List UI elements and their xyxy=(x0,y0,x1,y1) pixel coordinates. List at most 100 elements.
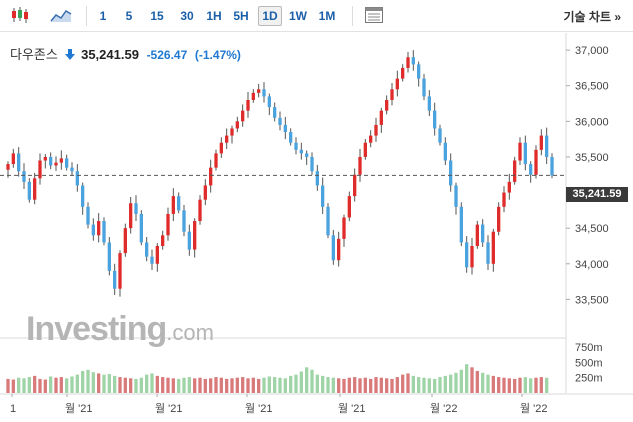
volume-bar xyxy=(406,373,410,393)
volume-bar xyxy=(385,378,389,393)
candle-up xyxy=(406,57,410,68)
volume-bar xyxy=(134,378,138,393)
volume-bar xyxy=(433,378,437,393)
candle-up xyxy=(390,89,394,100)
timeframe-15min[interactable]: 15 xyxy=(150,9,164,23)
candle-down xyxy=(465,242,469,268)
logo-wordmark: Investing xyxy=(26,310,167,348)
volume-bar xyxy=(294,374,298,393)
candle-up xyxy=(161,235,165,246)
area-chart-icon[interactable] xyxy=(50,6,72,24)
volume-bar xyxy=(347,377,351,393)
candle-down xyxy=(326,206,330,236)
last-price: 35,241.59 xyxy=(81,47,139,62)
candle-up xyxy=(129,203,133,229)
timeframe-1h[interactable]: 1H xyxy=(206,9,222,23)
volume-bar xyxy=(38,378,42,393)
volume-bar xyxy=(182,377,186,393)
timeframe-5min[interactable]: 5 xyxy=(125,9,133,23)
toolbar-divider xyxy=(352,6,353,26)
timeframe-1min[interactable]: 1 xyxy=(99,9,107,23)
volume-bar xyxy=(534,377,538,393)
timeframe-1d[interactable]: 1D xyxy=(258,6,282,26)
candle-up xyxy=(193,221,197,250)
technical-chart-link[interactable]: 기술 차트 » xyxy=(563,10,621,24)
candle-up xyxy=(374,124,378,136)
volume-bar xyxy=(123,377,127,393)
volume-bar xyxy=(459,369,463,393)
x-tick-label: 1 xyxy=(10,403,16,415)
candle-up xyxy=(209,167,213,186)
candle-down xyxy=(81,185,85,207)
candle-down xyxy=(449,160,453,186)
candle-up xyxy=(203,185,207,200)
candle-down xyxy=(273,107,277,118)
volume-bar xyxy=(155,375,159,393)
volume-bar xyxy=(379,377,383,393)
y-tick-label: 33,500 xyxy=(575,294,609,306)
candle-down xyxy=(417,64,421,79)
volume-bar xyxy=(491,375,495,393)
volume-bar xyxy=(449,374,453,393)
timeframe-1w[interactable]: 1W xyxy=(289,9,307,23)
candle-up xyxy=(155,245,159,264)
volume-bar xyxy=(454,372,458,393)
volume-bar xyxy=(513,378,517,393)
volume-bar xyxy=(523,377,527,393)
volume-bar xyxy=(139,377,143,393)
price-chart[interactable]: 37,00036,50036,00035,50035,00034,50034,0… xyxy=(0,33,633,422)
volume-bar xyxy=(427,378,431,393)
candle-up xyxy=(358,156,362,175)
volume-bar xyxy=(363,377,367,393)
volume-bar xyxy=(470,367,474,393)
candle-up xyxy=(507,181,511,193)
candle-up xyxy=(11,153,15,165)
volume-bar xyxy=(374,377,378,393)
candle-up xyxy=(257,89,261,93)
timeframe-5h[interactable]: 5H xyxy=(233,9,249,23)
candle-down xyxy=(187,231,191,250)
candle-up xyxy=(6,164,10,170)
candle-up xyxy=(363,142,367,157)
table-view-icon[interactable] xyxy=(364,6,384,24)
candle-up xyxy=(235,121,239,129)
toolbar-divider xyxy=(86,6,87,26)
volume-bar xyxy=(246,378,250,393)
x-tick-label: 월 '22 xyxy=(430,402,458,415)
candle-down xyxy=(422,78,426,97)
volume-bar xyxy=(86,369,90,393)
candle-up xyxy=(502,192,506,207)
candle-down xyxy=(427,96,431,111)
volume-bar xyxy=(497,377,501,393)
volume-bar xyxy=(289,375,293,393)
candle-up xyxy=(219,142,223,154)
volume-bar xyxy=(507,378,511,393)
candle-down xyxy=(134,203,138,214)
volume-bar xyxy=(27,377,31,393)
volume-bar xyxy=(278,377,282,393)
volume-bar xyxy=(486,374,490,393)
candle-up xyxy=(33,178,37,200)
candle-up xyxy=(534,149,538,175)
candle-down xyxy=(529,164,533,175)
timeframe-30min[interactable]: 30 xyxy=(180,9,194,23)
candlestick-icon[interactable] xyxy=(10,6,30,24)
volume-bar xyxy=(422,377,426,393)
timeframe-1m[interactable]: 1M xyxy=(318,9,336,23)
volume-bar xyxy=(102,374,106,393)
down-arrow-icon xyxy=(61,47,79,62)
candle-down xyxy=(107,242,111,271)
volume-bar xyxy=(481,372,485,393)
volume-bar xyxy=(187,377,191,393)
investing-logo: Investing.com xyxy=(26,310,214,349)
candle-down xyxy=(27,181,31,200)
volume-bar xyxy=(54,377,58,393)
candle-up xyxy=(337,238,341,261)
candle-up xyxy=(166,213,170,236)
x-tick-label: 월 '22 xyxy=(520,402,548,415)
volume-bar xyxy=(118,377,122,393)
candle-down xyxy=(523,142,527,165)
candle-down xyxy=(438,128,442,143)
y-tick-label: 37,000 xyxy=(575,45,609,57)
volume-bar xyxy=(465,364,469,393)
